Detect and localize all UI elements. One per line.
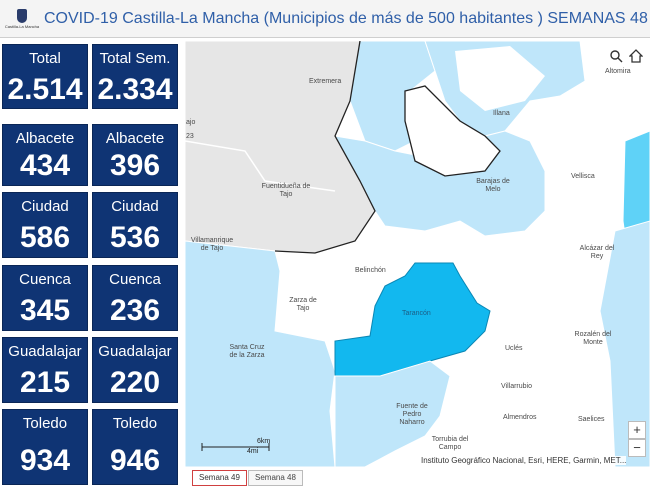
- road: [185, 140, 336, 192]
- region-logo: Castilla-La Mancha: [0, 0, 44, 38]
- map-canvas: [185, 41, 650, 467]
- card-label: Toledo: [112, 415, 158, 432]
- place-edge-left2: 23: [186, 133, 194, 140]
- place-fuentiduena: Fuentidueña de Tajo: [261, 183, 311, 198]
- card-label: Toledo: [22, 415, 68, 432]
- card-value: 946: [109, 444, 161, 477]
- page-title: COVID-19 Castilla-La Mancha (Municipios …: [44, 9, 650, 27]
- card-cuenca[interactable]: Cuenca 345: [2, 265, 88, 331]
- stats-panel: Total 2.514 Total Sem. 2.334 Albacete 43…: [0, 41, 184, 487]
- place-illana: Illana: [493, 110, 510, 117]
- card-toledo[interactable]: Toledo 934: [2, 409, 88, 485]
- tab-semana-49[interactable]: Semana 49: [192, 470, 247, 486]
- card-label: Ciudad: [21, 198, 69, 215]
- zoom-out-button[interactable]: −: [628, 439, 646, 457]
- card-albacete-week[interactable]: Albacete 396: [92, 124, 178, 186]
- search-icon[interactable]: [609, 49, 623, 63]
- place-villarrubio: Villarrubio: [501, 383, 532, 390]
- place-belinchon: Belinchón: [355, 267, 386, 274]
- card-total[interactable]: Total 2.514: [2, 44, 88, 109]
- card-value: 586: [19, 221, 71, 254]
- place-altomira: Altomira: [605, 68, 631, 75]
- card-total-week[interactable]: Total Sem. 2.334: [92, 44, 178, 109]
- card-value: 220: [109, 366, 161, 399]
- card-label: Total Sem.: [99, 50, 171, 67]
- card-label: Total: [29, 50, 61, 67]
- card-label: Guadalajar: [98, 343, 172, 360]
- scale-bar-graphic: [201, 443, 270, 451]
- place-edge-left: ajo: [186, 119, 196, 126]
- card-ciudad[interactable]: Ciudad 586: [2, 192, 88, 258]
- place-vellisca: Vellisca: [571, 173, 595, 180]
- map-attribution: Instituto Geográfico Nacional, Esri, HER…: [421, 456, 627, 465]
- card-label: Albacete: [15, 130, 75, 147]
- logo-text: Castilla-La Mancha: [4, 23, 40, 29]
- scale-mi: 4mi: [247, 448, 259, 455]
- municipality-fuente-pedro: [334, 360, 451, 467]
- card-value: 345: [19, 294, 71, 327]
- municipality-west: [185, 240, 336, 467]
- place-extremera: Extremera: [309, 78, 342, 85]
- home-icon[interactable]: [629, 49, 643, 63]
- place-almendros: Almendros: [503, 414, 537, 421]
- card-guadalajara[interactable]: Guadalajar 215: [2, 337, 88, 403]
- zoom-in-button[interactable]: +: [628, 421, 646, 439]
- card-value: 2.334: [97, 73, 173, 106]
- week-tabs: Semana 49 Semana 48: [185, 467, 650, 487]
- card-label: Cuenca: [19, 271, 71, 288]
- card-albacete[interactable]: Albacete 434: [2, 124, 88, 186]
- place-tarancon: Tarancón: [402, 310, 431, 317]
- tab-semana-48[interactable]: Semana 48: [248, 470, 303, 486]
- card-value: 236: [109, 294, 161, 327]
- card-value: 2.514: [7, 73, 83, 106]
- province-border: [274, 41, 376, 254]
- card-value: 215: [19, 366, 71, 399]
- place-santa-cruz: Santa Cruz de la Zarza: [229, 344, 265, 359]
- card-label: Ciudad: [111, 198, 159, 215]
- map-scale-bar: 6km 4mi: [201, 438, 271, 455]
- place-ucles: Uclés: [505, 345, 523, 352]
- card-value: 536: [109, 221, 161, 254]
- place-saelices: Saelices: [578, 416, 605, 423]
- place-villamanrique: Villamanrique de Tajo: [190, 237, 234, 252]
- scale-km: 6km: [257, 438, 271, 445]
- map-view[interactable]: Altomira Extremera Illana ajo 23 Fuentid…: [185, 41, 650, 467]
- municipality-southeast: [599, 220, 650, 467]
- app-header: Castilla-La Mancha COVID-19 Castilla-La …: [0, 0, 650, 38]
- place-zarza: Zarza de Tajo: [289, 297, 317, 312]
- place-barajas: Barajas de Melo: [476, 178, 510, 193]
- card-toledo-week[interactable]: Toledo 946: [92, 409, 178, 485]
- card-value: 396: [109, 149, 161, 182]
- municipality-tarancon: [334, 262, 491, 377]
- card-label: Guadalajar: [8, 343, 82, 360]
- place-rozalen: Rozalén del Monte: [574, 331, 612, 346]
- place-torrubia: Torrubia del Campo: [431, 436, 469, 451]
- card-cuenca-week[interactable]: Cuenca 236: [92, 265, 178, 331]
- municipality-white-north: [455, 46, 545, 111]
- coat-of-arms-icon: [17, 8, 27, 23]
- place-fuente-pedro: Fuente de Pedro Naharro: [396, 403, 428, 426]
- card-value: 434: [19, 149, 71, 182]
- card-ciudad-week[interactable]: Ciudad 536: [92, 192, 178, 258]
- card-label: Cuenca: [109, 271, 161, 288]
- place-alcazar: Alcázar del Rey: [579, 245, 615, 260]
- municipality-outline: [404, 85, 501, 177]
- card-label: Albacete: [105, 130, 165, 147]
- card-guadalajara-week[interactable]: Guadalajar 220: [92, 337, 178, 403]
- card-value: 934: [19, 444, 71, 477]
